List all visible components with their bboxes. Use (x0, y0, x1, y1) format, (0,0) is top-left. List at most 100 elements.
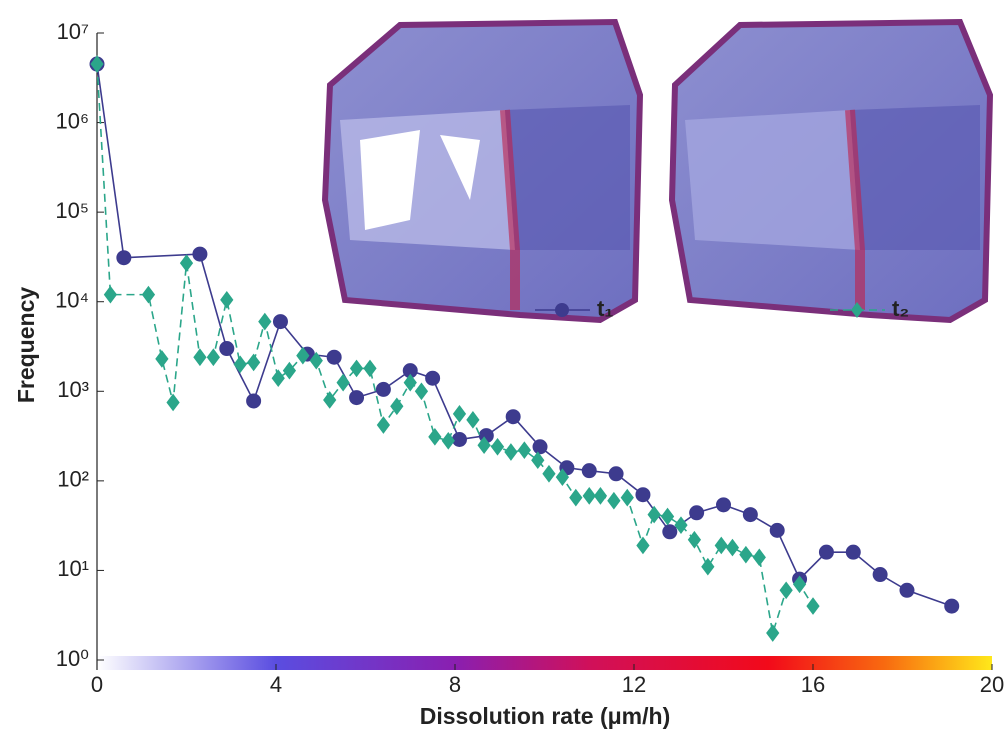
y-tick-label: 10¹ (57, 556, 89, 581)
data-point (390, 397, 404, 416)
data-point (531, 451, 545, 470)
data-point (636, 536, 650, 555)
data-point (103, 285, 118, 304)
series-line (96, 64, 814, 634)
x-tick-label: 12 (622, 672, 646, 697)
data-point (155, 350, 169, 368)
data-point (219, 341, 235, 357)
data-point (247, 353, 261, 372)
data-point (504, 443, 518, 461)
data-point (872, 567, 888, 583)
data-point (687, 530, 702, 549)
y-tick-label: 10⁴ (55, 288, 89, 313)
data-point (363, 359, 377, 378)
data-point (376, 416, 391, 434)
x-tick-label: 0 (91, 672, 103, 697)
data-point (116, 250, 132, 266)
data-point (192, 246, 208, 262)
data-point (282, 361, 297, 380)
y-tick-label: 10² (57, 467, 89, 492)
data-point (542, 464, 556, 483)
data-point (582, 487, 596, 505)
data-point (414, 382, 429, 401)
data-point (725, 538, 740, 557)
data-point (766, 624, 780, 642)
data-point (620, 488, 634, 507)
data-point (452, 405, 467, 423)
data-point (662, 524, 678, 540)
data-point (899, 582, 915, 598)
data-point (477, 436, 491, 455)
data-point (845, 544, 861, 560)
data-point (271, 369, 285, 388)
data-point (769, 522, 785, 538)
colorbar (97, 656, 992, 670)
data-point (689, 505, 705, 521)
x-tick-label: 4 (270, 672, 282, 697)
y-tick-label: 10³ (57, 377, 89, 402)
data-point (246, 393, 262, 409)
data-point (490, 437, 505, 456)
data-point (517, 441, 531, 460)
data-point (944, 598, 960, 614)
data-point (403, 373, 417, 392)
data-point (349, 390, 365, 406)
data-point (375, 381, 391, 397)
data-point (272, 314, 288, 330)
data-point (818, 544, 834, 560)
y-tick-label: 10⁰ (56, 646, 89, 671)
legend-marker (851, 302, 863, 318)
data-point (792, 575, 807, 594)
x-tick-label: 16 (801, 672, 825, 697)
data-point (90, 55, 104, 73)
data-point (220, 290, 234, 309)
data-point (451, 431, 467, 447)
crystal-image-1 (321, 18, 644, 324)
data-point (296, 346, 310, 365)
data-point (716, 497, 731, 513)
data-point (425, 370, 441, 386)
data-point (806, 597, 820, 615)
legend-marker (555, 303, 569, 317)
x-axis-label: Dissolution rate (μm/h) (420, 703, 670, 729)
data-point (428, 428, 442, 446)
data-point (166, 393, 180, 412)
data-point (309, 351, 323, 370)
data-point (569, 488, 583, 507)
data-point (532, 439, 548, 455)
data-point (141, 285, 156, 304)
y-tick-label: 10⁷ (57, 19, 89, 44)
data-point (779, 581, 793, 600)
data-point (674, 516, 688, 535)
data-point (193, 348, 207, 367)
x-tick-label: 20 (980, 672, 1004, 697)
y-axis-label: Frequency (13, 287, 39, 404)
data-point (466, 411, 480, 429)
data-point (647, 505, 661, 524)
data-point (258, 312, 272, 331)
data-point (336, 373, 350, 392)
data-point (593, 487, 608, 505)
y-tick-label: 10⁶ (55, 108, 89, 133)
legend-label: t₁ (597, 296, 613, 321)
crystal-image-2 (668, 18, 994, 324)
data-point (326, 349, 342, 365)
x-tick-label: 8 (449, 672, 461, 697)
legend-label: t₂ (892, 296, 909, 321)
data-point (635, 487, 651, 503)
data-point (701, 557, 715, 576)
data-point (441, 431, 455, 450)
data-point (233, 355, 247, 374)
data-point (179, 254, 194, 272)
data-point (349, 359, 364, 378)
data-point (505, 409, 521, 425)
data-point (581, 463, 597, 479)
data-point (742, 507, 758, 523)
data-point (739, 545, 753, 564)
data-point (607, 491, 621, 510)
data-point (660, 507, 675, 526)
data-point (714, 536, 728, 555)
data-point (323, 391, 337, 409)
data-point (752, 548, 766, 567)
